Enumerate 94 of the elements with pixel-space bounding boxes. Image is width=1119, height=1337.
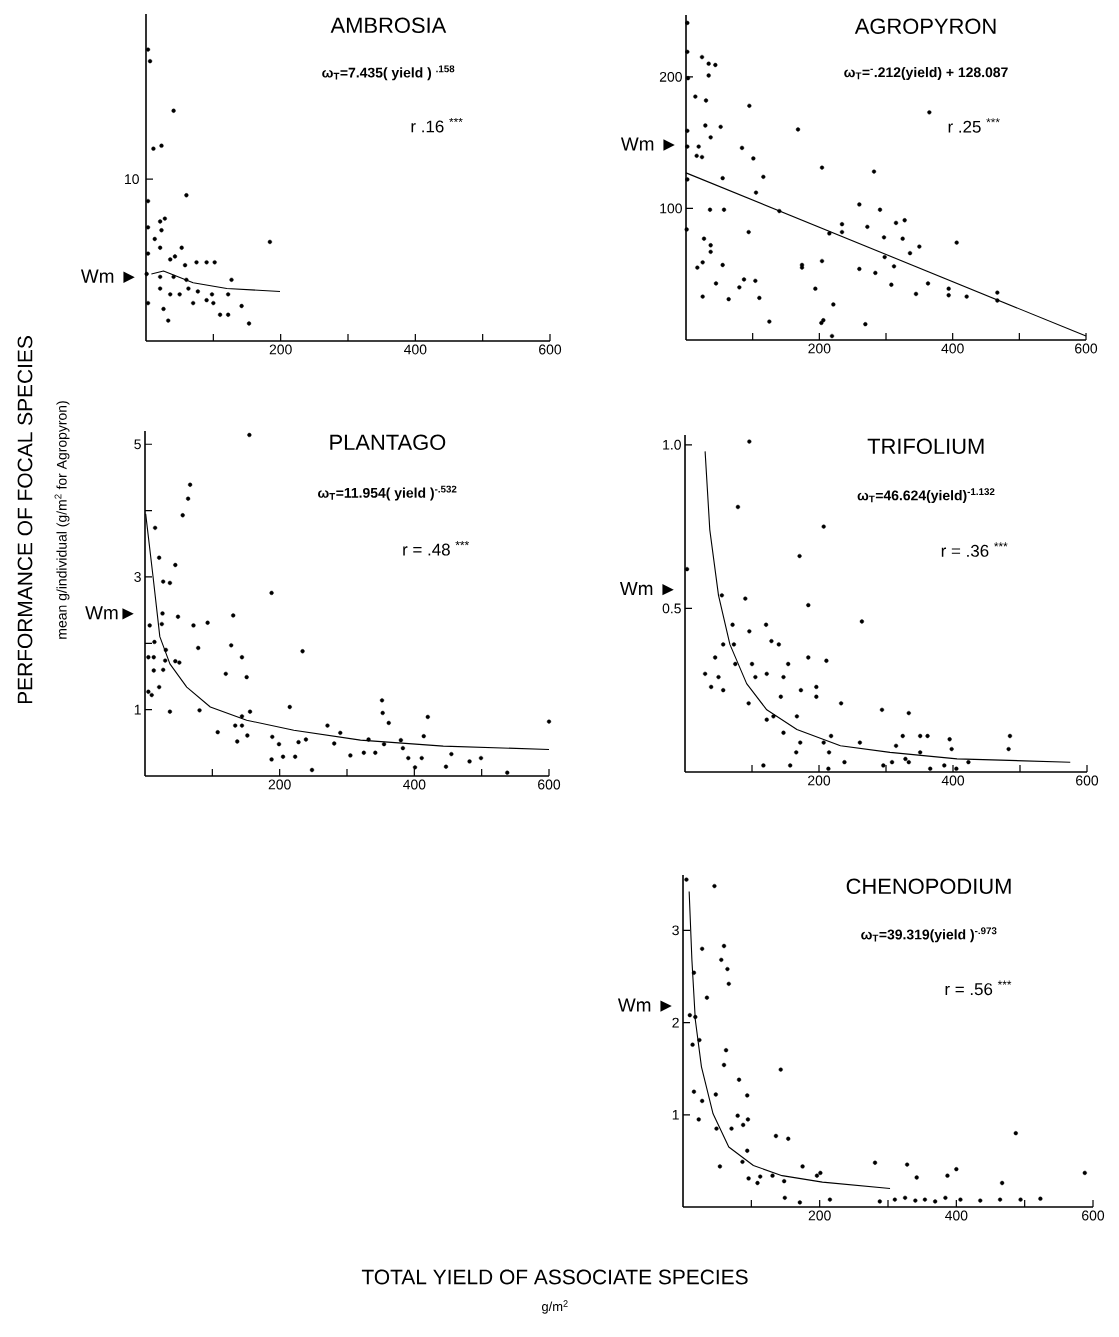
point <box>166 318 171 323</box>
point <box>184 193 189 198</box>
point <box>212 260 217 265</box>
chart-title: CHENOPODIUM <box>846 878 1011 895</box>
text: 10 <box>125 174 139 185</box>
y-tick-label: 2 <box>672 1017 679 1028</box>
text: Wm► <box>85 606 134 620</box>
point <box>168 292 173 297</box>
point <box>151 146 156 151</box>
x-tick-label: 600 <box>1082 1210 1105 1221</box>
x-tick-label: 200 <box>808 343 831 354</box>
point <box>246 321 252 326</box>
point <box>177 292 182 297</box>
text: Wm ► <box>617 998 672 1012</box>
text: ω$_{T}$=$^{-}$.212(yield) + 128.087 <box>844 66 1008 80</box>
x-tick-label: 400 <box>941 775 965 786</box>
point <box>204 260 209 265</box>
point <box>186 286 191 291</box>
annotation: r = .56 $^{***}$ <box>945 980 1012 996</box>
text: ω$_{T}$=7.435( yield ) $^{.158}$ <box>322 65 455 81</box>
point <box>229 277 234 282</box>
point <box>239 303 244 309</box>
point <box>168 257 173 262</box>
y-tick-label: 3 <box>134 572 141 582</box>
chart-title: AMBROSIA <box>330 17 447 34</box>
point <box>147 59 153 64</box>
y-tick-label: 3 <box>672 925 679 936</box>
text: ω$_{T}$=11.954( yield )$^{-.532}$ <box>318 485 457 501</box>
y-tick-label: 1 <box>672 1109 679 1120</box>
text: Wm ► <box>619 582 674 596</box>
point <box>144 271 149 277</box>
y-tick-label: 1.0 <box>663 439 681 450</box>
point <box>184 277 189 282</box>
point <box>195 289 200 294</box>
point <box>145 47 151 52</box>
chart-title: PLANTAGO <box>330 434 446 451</box>
text: g/m$^{2}$ <box>541 1300 568 1314</box>
y-tick-label: 200 <box>659 71 682 82</box>
x-tick-label: 400 <box>945 1210 968 1221</box>
point <box>152 236 157 242</box>
point <box>226 312 231 317</box>
point <box>158 245 163 250</box>
x-tick-label: 400 <box>941 343 964 354</box>
x-tick-label: 400 <box>404 344 427 355</box>
point <box>204 298 209 303</box>
text: ω$_{T}$=46.624(yield)$^{-1.132}$ <box>857 488 995 504</box>
x-tick-label: 600 <box>538 779 561 790</box>
x-tick-label: 600 <box>539 344 562 355</box>
x-tick-label: 200 <box>268 779 291 790</box>
y-tick-label: 5 <box>134 439 141 450</box>
point <box>211 301 216 306</box>
x-tick-label: 600 <box>1076 775 1099 786</box>
y-tick-label: 100 <box>660 203 682 214</box>
x-tick-label: 200 <box>269 344 292 355</box>
x-axis-title: TOTAL YIELD OF ASSOCIATE SPECIES <box>361 1269 748 1285</box>
annotation: r = .48 $^{***}$ <box>403 541 469 556</box>
text: ω$_{T}$=39.319(yield )$^{-.973}$ <box>861 927 997 943</box>
point <box>158 219 163 224</box>
point <box>145 198 151 204</box>
x-tick-label: 200 <box>808 775 831 786</box>
y-tick-label: 0.5 <box>662 603 681 614</box>
y-tick-label: 1 <box>134 704 141 715</box>
point <box>162 216 167 221</box>
point <box>145 251 151 256</box>
point <box>171 108 176 113</box>
point <box>171 274 176 279</box>
point <box>158 274 163 279</box>
point <box>191 301 196 306</box>
x-tick-label: 400 <box>403 779 426 790</box>
y-axis-title: PERFORMANCE OF FOCAL SPECIES <box>17 336 33 704</box>
point <box>209 292 215 297</box>
point <box>182 263 188 268</box>
point <box>158 286 163 291</box>
annotation: r .16 $^{***}$ <box>411 117 463 133</box>
point <box>194 260 199 265</box>
point <box>159 143 164 148</box>
text: Wm ► <box>80 269 135 283</box>
point <box>145 225 151 230</box>
point <box>161 306 166 312</box>
point <box>159 228 164 233</box>
point <box>267 239 272 244</box>
text: mean g/individual (g/m$^{2}$ for Agropyron) <box>54 401 70 639</box>
x-tick-label: 600 <box>1075 343 1098 354</box>
chart-title: TRIFOLIUM <box>867 438 984 455</box>
annotation: r .25 $^{***}$ <box>948 118 1000 133</box>
point <box>226 292 231 297</box>
point <box>172 254 178 259</box>
text: Wm ► <box>620 137 675 151</box>
x-tick-label: 200 <box>808 1210 831 1221</box>
point <box>217 312 223 317</box>
annotation: r = .36 $^{***}$ <box>941 542 1008 557</box>
point <box>179 245 184 250</box>
point <box>145 301 151 306</box>
chart-title: AGROPYRON <box>854 18 996 35</box>
